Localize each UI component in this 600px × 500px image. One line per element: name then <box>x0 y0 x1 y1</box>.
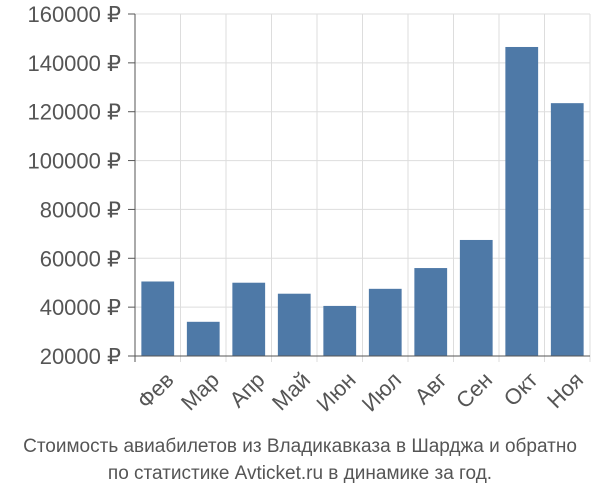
x-tick-label: Июн <box>311 367 360 416</box>
y-tick-label: 80000 ₽ <box>40 197 121 222</box>
chart-caption-line-2: по статистике Avticket.ru в динамике за … <box>107 463 493 484</box>
bar-Июн <box>323 305 357 356</box>
bar-Авг <box>414 268 448 356</box>
bar-Июл <box>368 288 402 356</box>
x-tick-label: Окт <box>499 367 543 411</box>
bar-chart: 20000 ₽ 40000 ₽ 60000 ₽ 80000 ₽ 100000 ₽ 1200… <box>27 2 591 416</box>
x-tick-label: Ноя <box>542 367 588 413</box>
y-tick-label: 20000 ₽ <box>40 344 121 369</box>
x-tick-label: Май <box>267 367 315 415</box>
y-tick-label: 120000 ₽ <box>27 100 121 125</box>
bars <box>141 46 584 357</box>
x-tick-label: Июл <box>357 367 406 416</box>
bar-Окт <box>505 46 539 356</box>
bar-Фев <box>141 281 175 356</box>
bar-Май <box>277 293 311 356</box>
y-tick-label: 140000 ₽ <box>27 51 121 76</box>
chart-caption-line-1: Стоимость авиабилетов из Владикавказа в … <box>23 436 577 457</box>
bar-Ноя <box>550 103 584 357</box>
bar-Сен <box>459 239 493 356</box>
bar-Мар <box>186 321 220 356</box>
y-tick-labels: 20000 ₽ 40000 ₽ 60000 ₽ 80000 ₽ 100000 ₽ 1200… <box>27 2 121 369</box>
x-tick-label: Мар <box>176 367 224 415</box>
y-tick-label: 160000 ₽ <box>27 2 121 27</box>
y-tick-label: 100000 ₽ <box>27 149 121 174</box>
y-tick-label: 60000 ₽ <box>40 246 121 271</box>
x-tick-label: Фев <box>132 367 178 413</box>
x-tick-label: Авг <box>410 367 452 409</box>
axes <box>128 13 590 362</box>
x-tick-label: Апр <box>224 367 269 412</box>
bar-Апр <box>232 282 266 356</box>
y-tick-label: 40000 ₽ <box>40 295 121 320</box>
grid <box>135 13 591 362</box>
x-tick-label: Сен <box>451 367 497 413</box>
